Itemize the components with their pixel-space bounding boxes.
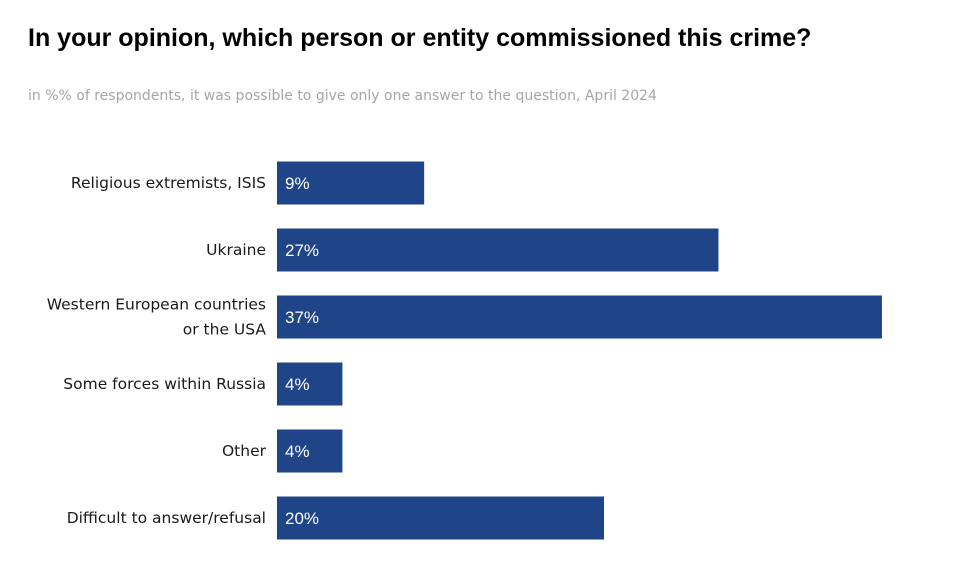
bar xyxy=(277,228,719,272)
bar xyxy=(277,429,343,473)
bar-value-label: 27% xyxy=(285,241,319,260)
category-label: Other xyxy=(222,442,267,460)
bar xyxy=(277,295,882,339)
category-label: Ukraine xyxy=(206,241,266,259)
bar-value-label: 4% xyxy=(285,442,310,461)
chart-title: In your opinion, which person or entity … xyxy=(28,24,812,52)
bar xyxy=(277,496,604,540)
bar-value-label: 9% xyxy=(285,174,310,193)
category-label: Western European countries xyxy=(47,296,266,314)
bar-value-label: 20% xyxy=(285,509,319,528)
bars-layer: 9% Religious extremists, ISIS 27% Ukraine 37… xyxy=(47,161,882,540)
category-label: Religious extremists, ISIS xyxy=(71,174,266,192)
bar xyxy=(277,362,343,406)
bar-value-label: 37% xyxy=(285,308,319,327)
category-label: or the USA xyxy=(183,321,267,339)
category-label: Some forces within Russia xyxy=(63,375,266,393)
category-label: Difficult to answer/refusal xyxy=(67,509,266,527)
bar xyxy=(277,161,425,205)
chart-subtitle: in %% of respondents, it was possible to… xyxy=(28,88,657,104)
bar-value-label: 4% xyxy=(285,375,310,394)
